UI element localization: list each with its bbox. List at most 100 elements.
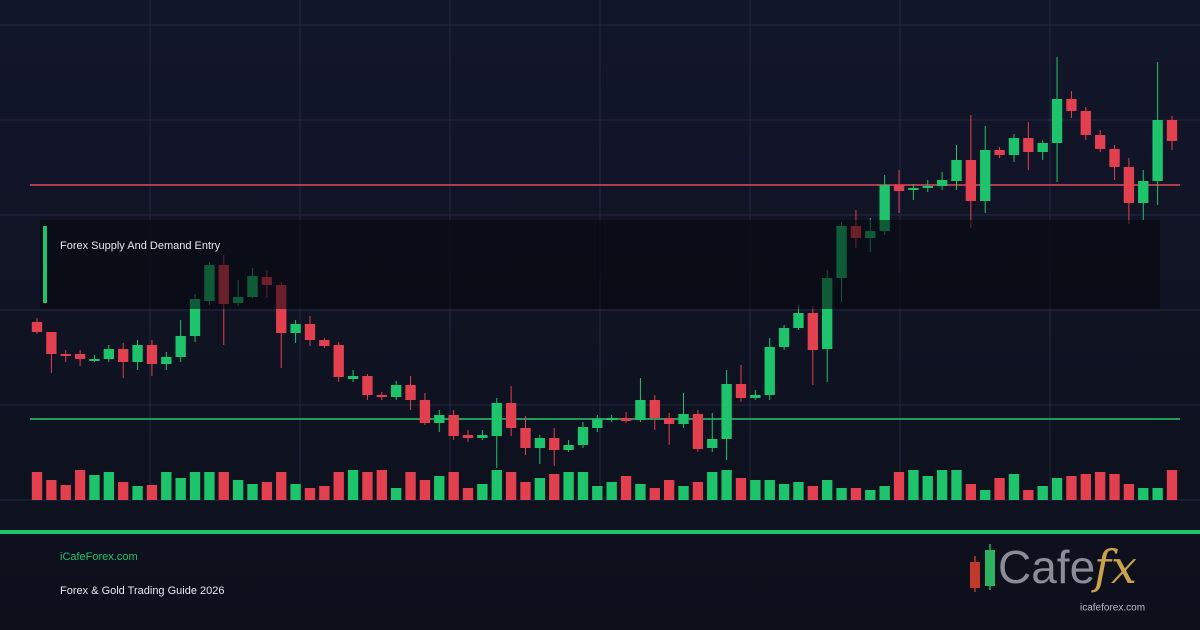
volume-bar bbox=[1080, 474, 1091, 500]
volume-bar bbox=[994, 478, 1005, 500]
candle-body bbox=[405, 385, 416, 400]
volume-bar bbox=[620, 476, 632, 500]
candle-body bbox=[721, 384, 732, 439]
candle-body bbox=[462, 435, 474, 438]
volume-bar bbox=[1037, 486, 1048, 500]
candle-body bbox=[448, 415, 459, 436]
volume-bar bbox=[778, 484, 790, 500]
volume-bar bbox=[448, 472, 459, 500]
candle-body bbox=[1066, 99, 1077, 111]
candle-body bbox=[534, 438, 546, 448]
candle-body bbox=[750, 395, 761, 398]
candle-body bbox=[1094, 135, 1106, 149]
volume-bar bbox=[980, 490, 991, 500]
candle-body bbox=[692, 414, 704, 449]
candle-body bbox=[505, 403, 517, 428]
volume-bar bbox=[347, 470, 359, 500]
volume-bar bbox=[434, 476, 445, 500]
candle-body bbox=[707, 439, 718, 448]
candle-body bbox=[103, 349, 115, 359]
candle-body bbox=[549, 438, 560, 450]
volume-bar bbox=[750, 480, 761, 500]
volume-bar bbox=[60, 485, 71, 500]
candle-body bbox=[89, 359, 100, 361]
footer-rule bbox=[0, 530, 1200, 534]
volume-bar bbox=[319, 486, 330, 500]
volume-bar bbox=[247, 484, 258, 500]
logo-fx: fx bbox=[1091, 540, 1137, 594]
volume-bar bbox=[175, 478, 186, 500]
volume-bar bbox=[204, 472, 215, 500]
footer-subtitle: Forex & Gold Trading Guide 2026 bbox=[60, 585, 224, 597]
candle-body bbox=[1080, 111, 1091, 135]
candle-body bbox=[1051, 99, 1063, 143]
volume-bar bbox=[1008, 474, 1020, 500]
volume-bar bbox=[405, 472, 416, 500]
candle-body bbox=[563, 445, 574, 450]
annotation: Forex Supply And Demand Entry bbox=[60, 240, 221, 252]
volume-bar bbox=[261, 482, 273, 500]
volume-bar bbox=[908, 470, 919, 500]
volume-bar bbox=[663, 480, 675, 500]
volume-bar bbox=[46, 480, 57, 500]
volume-bar bbox=[161, 472, 172, 500]
candle-body bbox=[951, 160, 962, 181]
candle-body bbox=[678, 414, 689, 424]
volume-bar bbox=[1152, 488, 1163, 500]
volume-bar bbox=[276, 472, 287, 500]
candle-body bbox=[620, 418, 632, 421]
volume-bar bbox=[146, 485, 158, 500]
candle-body bbox=[649, 400, 660, 418]
volume-bar bbox=[1023, 490, 1034, 500]
volume-bar bbox=[735, 478, 747, 500]
volume-bar bbox=[462, 488, 474, 500]
candle-body bbox=[319, 340, 330, 346]
volume-bar bbox=[74, 470, 86, 500]
candle-body bbox=[1138, 181, 1149, 203]
annotation-accent bbox=[43, 226, 47, 303]
volume-bar bbox=[807, 486, 818, 500]
volume-bar bbox=[1066, 476, 1077, 500]
candle-body bbox=[520, 428, 531, 448]
candle-body bbox=[391, 385, 402, 397]
candle-body bbox=[118, 349, 129, 362]
footer-site: iCafeForex.com bbox=[60, 551, 138, 563]
volume-bar bbox=[549, 474, 560, 500]
volume-bar bbox=[922, 476, 933, 500]
volume-bar bbox=[232, 480, 244, 500]
candle-body bbox=[822, 278, 833, 349]
candle-body bbox=[908, 188, 919, 190]
volume-bar bbox=[606, 482, 617, 500]
volume-bar bbox=[563, 472, 574, 500]
candle-body bbox=[419, 400, 431, 423]
volume-bar bbox=[491, 470, 502, 500]
candle-body bbox=[60, 354, 71, 356]
volume-bar bbox=[836, 488, 847, 500]
volume-bar bbox=[89, 475, 100, 500]
volume-bar bbox=[879, 486, 890, 500]
volume-bar bbox=[692, 482, 704, 500]
volume-bar bbox=[1123, 484, 1135, 500]
candle-body bbox=[936, 180, 948, 186]
candle-body bbox=[46, 332, 57, 354]
volume-bar bbox=[505, 472, 517, 500]
candle-body bbox=[592, 419, 603, 428]
candle-body bbox=[146, 345, 158, 364]
annotation-panel bbox=[40, 220, 1160, 309]
volume-bar bbox=[577, 472, 589, 500]
volume-bar bbox=[419, 480, 431, 500]
candle-body bbox=[965, 160, 977, 201]
candle-body bbox=[175, 336, 186, 357]
candle-body bbox=[994, 150, 1005, 155]
candle-body bbox=[1023, 138, 1034, 152]
candle-body bbox=[362, 376, 373, 395]
volume-bar bbox=[893, 472, 905, 500]
candle-body bbox=[1008, 138, 1020, 155]
volume-bar bbox=[333, 472, 344, 500]
candle-body bbox=[132, 345, 143, 362]
candle-body bbox=[491, 403, 502, 436]
volume-bar bbox=[793, 482, 804, 500]
candle-body bbox=[161, 357, 172, 364]
volume-bar bbox=[1094, 472, 1106, 500]
